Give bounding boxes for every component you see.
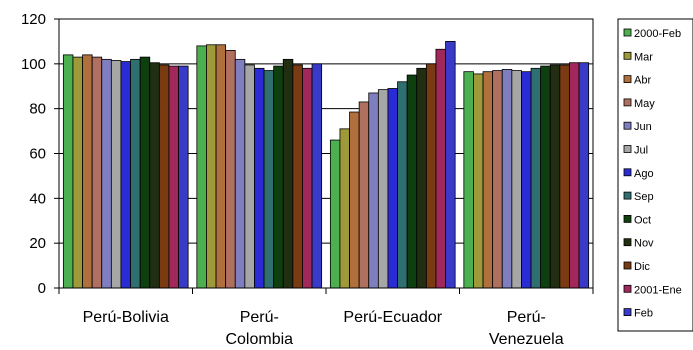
legend-label: Abr [634, 75, 651, 87]
bar [130, 58, 141, 289]
legend: 2000-Feb Mar Abr May Jun Jul Ago Sep Oct Nov Dic 20… [617, 18, 693, 332]
bar [329, 139, 341, 289]
bar [501, 69, 513, 289]
bar [82, 54, 93, 289]
legend-label: Ago [634, 168, 654, 180]
legend-swatch [623, 98, 632, 107]
bar [158, 64, 170, 289]
bar [387, 88, 398, 289]
y-tick-label: 100 [21, 56, 46, 73]
bar [511, 70, 522, 289]
x-category-label: Perú- [240, 309, 279, 326]
legend-swatch [623, 191, 632, 200]
legend-label: Nov [634, 238, 654, 250]
bar [540, 65, 551, 289]
bar [435, 48, 446, 289]
bar [91, 56, 103, 289]
bar [302, 67, 313, 289]
bar [397, 81, 408, 289]
legend-label: Oct [634, 214, 651, 226]
bar [521, 71, 532, 289]
legend-swatch [623, 261, 632, 270]
bar [349, 111, 360, 289]
bar [196, 45, 207, 289]
bar [168, 65, 179, 289]
legend-label: May [634, 98, 655, 110]
x-axis-category-labels: Perú-Bolivia Perú- Colombia Perú-Ecuador Per… [83, 309, 564, 348]
bar [72, 56, 83, 289]
legend-swatch [623, 145, 632, 153]
bar [139, 56, 151, 289]
bar [377, 89, 389, 289]
bar [416, 67, 427, 289]
bar [578, 62, 590, 289]
bar [473, 73, 484, 289]
bar [62, 54, 74, 289]
bar [549, 64, 561, 289]
legend-label: Jul [634, 145, 648, 157]
bar [368, 92, 379, 289]
bar [311, 63, 323, 289]
bar [178, 65, 189, 289]
y-axis-tick-labels: 0 20 40 60 80 100 120 [21, 11, 46, 297]
legend-swatch [623, 168, 632, 177]
bars [62, 41, 590, 289]
bar [120, 61, 131, 289]
x-category-label: Perú- [507, 309, 546, 326]
bar [463, 71, 474, 289]
y-tick-label: 80 [29, 101, 46, 118]
x-category-label: Colombia [225, 331, 293, 348]
x-category-label: Perú-Bolivia [83, 309, 169, 326]
bar [482, 71, 494, 289]
bar [149, 62, 160, 289]
legend-swatch [623, 121, 632, 130]
bar [425, 63, 437, 289]
axes [54, 18, 594, 294]
bar [569, 62, 580, 289]
legend-label: Jun [634, 121, 652, 133]
legend-label: 2000-Feb [634, 28, 681, 40]
bar [282, 58, 294, 289]
legend-label: 2001-Ene [634, 284, 682, 296]
bar [263, 70, 275, 289]
bar [101, 58, 112, 289]
bar [530, 67, 542, 289]
y-tick-label: 40 [29, 190, 46, 207]
y-tick-label: 20 [29, 235, 46, 252]
bar [559, 64, 570, 289]
legend-swatch [623, 28, 632, 37]
x-category-label: Perú-Ecuador [343, 309, 442, 326]
bar [492, 70, 503, 289]
bar [339, 128, 350, 289]
y-tick-label: 120 [21, 11, 46, 28]
legend-swatch [623, 284, 632, 293]
bar [244, 64, 255, 289]
legend-label: Mar [634, 51, 653, 63]
bar [445, 41, 456, 289]
legend-swatch [623, 75, 632, 83]
bar [110, 60, 122, 289]
bar [215, 44, 227, 289]
bar [406, 74, 418, 289]
legend-label: Dic [634, 261, 650, 273]
bar [358, 101, 370, 289]
bar [206, 44, 217, 289]
bar [292, 64, 303, 289]
y-tick-label: 0 [38, 280, 46, 297]
legend-swatch [623, 51, 632, 60]
legend-swatch [623, 308, 632, 317]
legend-swatch [623, 238, 632, 247]
legend-label: Feb [634, 308, 653, 320]
x-category-label: Venezuela [489, 331, 564, 348]
legend-swatch [623, 214, 632, 223]
bar [225, 49, 236, 289]
bar [234, 58, 246, 289]
bar [273, 65, 284, 289]
y-tick-label: 60 [29, 146, 46, 163]
legend-label: Sep [634, 191, 654, 203]
bar [254, 67, 265, 289]
